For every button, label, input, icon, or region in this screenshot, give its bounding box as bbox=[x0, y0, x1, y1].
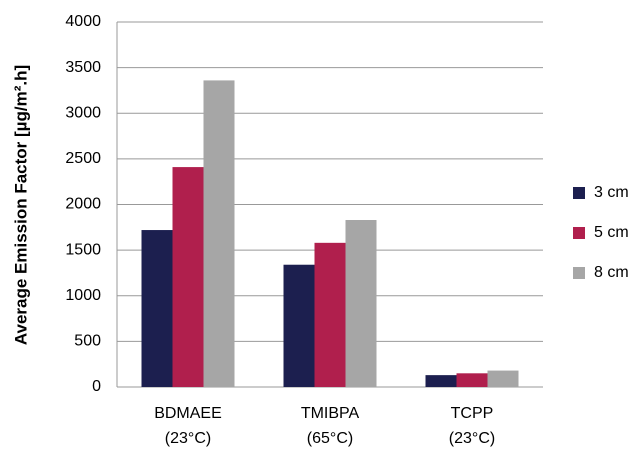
legend-label: 3 cm bbox=[594, 184, 629, 201]
x-tick-label: TCPP bbox=[451, 405, 494, 422]
y-axis-label: Average Emission Factor [µg/m².h] bbox=[11, 65, 30, 345]
legend-label: 8 cm bbox=[594, 264, 629, 281]
x-tick-label: (23°C) bbox=[449, 430, 495, 447]
bar bbox=[141, 230, 173, 387]
y-tick-label: 1000 bbox=[65, 287, 101, 304]
legend-label: 5 cm bbox=[594, 224, 629, 241]
y-tick-label: 500 bbox=[74, 333, 101, 350]
bar bbox=[487, 370, 519, 387]
y-tick-label: 3000 bbox=[65, 104, 101, 121]
bar bbox=[172, 167, 204, 387]
legend-swatch bbox=[573, 267, 585, 279]
y-tick-label: 2500 bbox=[65, 150, 101, 167]
y-tick-label: 2000 bbox=[65, 196, 101, 213]
y-tick-label: 0 bbox=[92, 378, 101, 395]
bar bbox=[314, 242, 346, 387]
legend-swatch bbox=[573, 187, 585, 199]
bar bbox=[456, 373, 488, 387]
y-tick-label: 1500 bbox=[65, 241, 101, 258]
x-tick-label: BDMAEE bbox=[154, 405, 222, 422]
y-tick-label: 3500 bbox=[65, 59, 101, 76]
x-tick-label: TMIBPA bbox=[301, 405, 360, 422]
x-tick-label: (23°C) bbox=[165, 430, 211, 447]
bar bbox=[203, 80, 235, 388]
bar bbox=[283, 264, 315, 387]
legend-swatch bbox=[573, 227, 585, 239]
y-tick-label: 4000 bbox=[65, 13, 101, 30]
x-tick-label: (65°C) bbox=[307, 430, 353, 447]
bar bbox=[345, 220, 377, 387]
bar bbox=[425, 375, 457, 387]
